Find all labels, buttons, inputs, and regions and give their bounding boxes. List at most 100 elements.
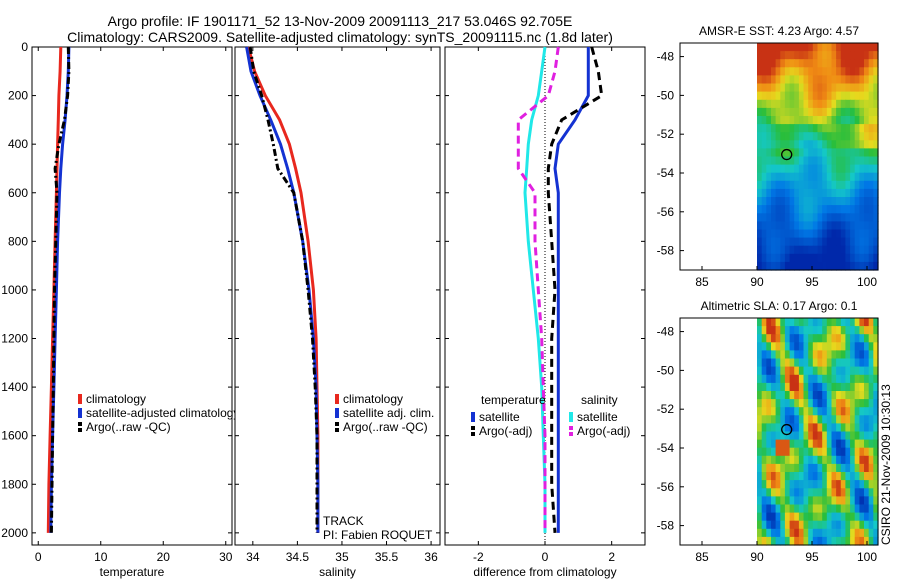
heatmap-cell	[854, 358, 860, 368]
heatmap-cell	[854, 366, 860, 376]
heatmap-cell	[850, 188, 856, 198]
heatmap-cell	[812, 140, 819, 149]
heatmap-cell	[873, 107, 879, 117]
heatmap-cell	[854, 148, 860, 158]
heatmap-cell	[775, 431, 781, 441]
heatmap-cell	[798, 415, 805, 424]
heatmap-cell	[757, 439, 763, 449]
y-tick-label: -48	[657, 325, 675, 339]
heatmap-cell	[859, 407, 865, 416]
heatmap-cell	[826, 124, 833, 133]
heatmap-cell	[831, 75, 837, 85]
heatmap-cell	[771, 423, 777, 433]
heatmap-cell	[784, 253, 791, 263]
heatmap-cell	[808, 188, 814, 198]
heatmap-cell	[840, 350, 847, 360]
heatmap-cell	[822, 197, 828, 206]
heatmap-cell	[845, 399, 851, 408]
heatmap-cell	[836, 156, 842, 166]
heatmap-cell	[789, 245, 795, 255]
heatmap-cell	[766, 536, 772, 546]
heatmap-cell	[826, 107, 833, 117]
heatmap-cell	[808, 382, 814, 392]
heatmap-cell	[808, 318, 814, 327]
heatmap-cell	[775, 107, 781, 117]
heatmap-cell	[873, 399, 879, 408]
heatmap-cell	[854, 43, 860, 52]
heatmap-cell	[794, 472, 800, 481]
heatmap-cell	[757, 528, 763, 538]
heatmap-cell	[873, 261, 879, 271]
heatmap-cell	[822, 447, 828, 457]
heatmap-cell	[757, 107, 763, 117]
heatmap-cell	[822, 253, 828, 263]
heatmap-cell	[808, 374, 814, 384]
heatmap-cell	[789, 415, 795, 424]
heatmap-cell	[789, 488, 795, 497]
x-tick-label: 34.5	[286, 550, 310, 564]
heatmap-cell	[775, 536, 781, 546]
heatmap-cell	[822, 188, 828, 198]
heatmap-cell	[850, 261, 856, 271]
heatmap-cell	[775, 472, 781, 481]
heatmap-cell	[784, 423, 791, 433]
heatmap-cell	[757, 172, 763, 182]
heatmap-cell	[831, 156, 837, 166]
heatmap-cell	[784, 156, 791, 166]
heatmap-cell	[761, 488, 767, 497]
heatmap-cell	[850, 116, 856, 125]
heatmap-cell	[808, 172, 814, 182]
heatmap-cell	[812, 318, 819, 327]
heatmap-cell	[845, 197, 851, 206]
heatmap-cell	[859, 197, 865, 206]
heatmap-cell	[826, 140, 833, 149]
heatmap-cell	[771, 455, 777, 465]
heatmap-cell	[771, 67, 777, 76]
heatmap-cell	[868, 463, 874, 473]
heatmap-cell	[845, 107, 851, 117]
heatmap-cell	[836, 229, 842, 239]
heatmap-cell	[859, 342, 865, 351]
heatmap-cell	[808, 180, 814, 190]
heatmap-cell	[775, 480, 781, 489]
heatmap-cell	[761, 180, 767, 190]
heatmap-cell	[757, 318, 763, 327]
x-tick-label: 34	[246, 550, 260, 564]
heatmap-cell	[868, 221, 874, 231]
heatmap-cell	[771, 536, 777, 546]
heatmap-cell	[840, 205, 847, 214]
heatmap-cell	[761, 43, 767, 52]
heatmap-cell	[840, 358, 847, 368]
heatmap-cell	[808, 124, 814, 133]
heatmap-cell	[803, 399, 809, 408]
heatmap-cell	[817, 156, 823, 166]
heatmap-cell	[761, 366, 767, 376]
heatmap-cell	[803, 91, 809, 101]
heatmap-cell	[780, 366, 786, 376]
heatmap-cell	[798, 164, 805, 174]
heatmap-cell	[766, 463, 772, 473]
heatmap-cell	[803, 366, 809, 376]
heatmap-cell	[761, 415, 767, 424]
heatmap-cell	[845, 334, 851, 343]
heatmap-cell	[766, 51, 772, 60]
heatmap-cell	[803, 439, 809, 449]
heatmap-cell	[794, 43, 800, 52]
heatmap-cell	[859, 67, 865, 76]
heatmap-cell	[766, 124, 772, 133]
heatmap-cell	[840, 221, 847, 231]
heatmap-cell	[817, 447, 823, 457]
heatmap-cell	[868, 140, 874, 149]
heatmap-cell	[808, 342, 814, 351]
heatmap-cell	[850, 213, 856, 222]
heatmap-cell	[775, 245, 781, 255]
heatmap-cell	[812, 431, 819, 441]
x-axis-label: salinity	[319, 565, 356, 579]
heatmap-cell	[766, 520, 772, 530]
heatmap-cell	[789, 431, 795, 441]
heatmap-cell	[766, 148, 772, 158]
heatmap-cell	[854, 382, 860, 392]
heatmap-cell	[822, 43, 828, 52]
heatmap-cell	[817, 496, 823, 506]
heatmap-cell	[794, 164, 800, 174]
